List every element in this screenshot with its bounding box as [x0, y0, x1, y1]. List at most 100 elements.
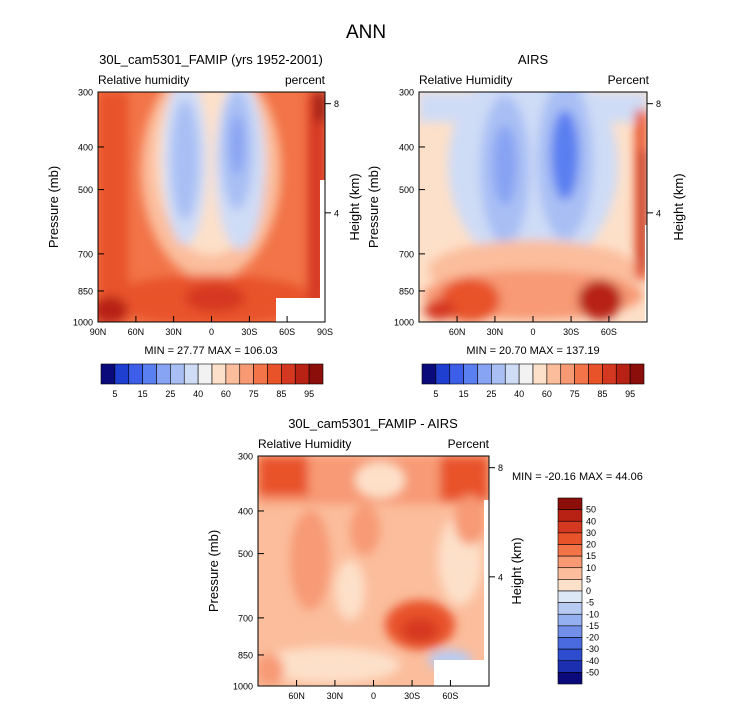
y-tick-label: 850: [399, 286, 414, 296]
panel-obs-title: AIRS: [518, 52, 549, 67]
y-tick-label: 850: [238, 650, 253, 660]
panel-model-ylabel-right: Height (km): [347, 173, 362, 240]
y-tick-label: 1000: [394, 318, 414, 328]
panel-diff-field: [258, 456, 489, 686]
colorbar-label: 75: [570, 389, 580, 399]
colorbar-swatch: [197, 363, 213, 385]
colorbar-label: 5: [112, 389, 117, 399]
panel-model-colorbar: 5 15 25 40 60 75 85 95: [100, 363, 324, 399]
colorbar-label: 85: [276, 389, 286, 399]
colorbar-swatch: [294, 363, 310, 385]
colorbar-label: -30: [586, 644, 599, 654]
colorbar-swatch: [114, 363, 130, 385]
colorbar-label: -10: [586, 609, 599, 619]
x-tick-label: 0: [209, 327, 214, 337]
colorbar-label: 15: [459, 389, 469, 399]
y-tick-label: 300: [399, 88, 414, 98]
colorbar-swatch: [557, 567, 583, 580]
colorbar-swatch: [463, 363, 478, 385]
colorbar-swatch: [557, 555, 583, 569]
colorbar-swatch: [504, 363, 520, 385]
y-right-tick-label: 4: [656, 208, 661, 218]
colorbar-swatch: [170, 363, 185, 385]
y-tick-label: 400: [78, 142, 93, 152]
panel-model-field: [98, 92, 325, 322]
colorbar-swatch: [225, 363, 241, 385]
colorbar-label: 25: [165, 389, 175, 399]
panel-model-stats: MIN = 27.77 MAX = 106.03: [144, 345, 277, 357]
colorbar-swatch: [557, 532, 583, 545]
colorbar-swatch: [532, 363, 548, 385]
y-right-tick-label: 4: [334, 208, 339, 218]
y-tick-label: 500: [399, 185, 414, 195]
colorbar-swatch: [557, 648, 583, 662]
colorbar-swatch: [421, 363, 437, 385]
colorbar-label: 40: [586, 516, 596, 526]
colorbar-swatch: [557, 660, 583, 673]
panel-diff-ylabel: Pressure (mb): [206, 530, 221, 612]
colorbar-swatch: [183, 363, 199, 385]
colorbar-swatch: [557, 625, 583, 638]
x-tick-label: 30S: [563, 327, 579, 337]
y-tick-label: 300: [238, 452, 253, 462]
colorbar-swatch: [557, 509, 583, 522]
panel-obs-right-label: Percent: [608, 73, 650, 87]
colorbar-swatch: [615, 363, 631, 385]
colorbar-label: 85: [597, 389, 607, 399]
panel-diff-stats: MIN = -20.16 MAX = 44.06: [512, 471, 643, 483]
colorbar-label: -40: [586, 656, 599, 666]
y-right-tick-label: 8: [334, 99, 339, 109]
y-tick-label: 700: [399, 249, 414, 259]
colorbar-swatch: [557, 497, 583, 510]
colorbar-swatch: [557, 613, 583, 627]
panel-diff: 30L_cam5301_FAMIP - AIRS Relative Humidi…: [206, 416, 643, 701]
panel-obs-left-label: Relative Humidity: [419, 73, 512, 87]
colorbar-label: 75: [249, 389, 259, 399]
panel-model-right-label: percent: [285, 73, 326, 87]
panel-diff-left-label: Relative Humidity: [258, 437, 351, 451]
colorbar-swatch: [128, 363, 143, 385]
x-tick-label: 30S: [241, 327, 257, 337]
colorbar-label: 60: [221, 389, 231, 399]
colorbar-swatch: [574, 363, 589, 385]
colorbar-swatch: [100, 363, 116, 385]
panel-obs-ylabel-right: Height (km): [671, 173, 686, 240]
y-tick-label: 500: [78, 185, 93, 195]
colorbar-swatch: [560, 363, 575, 385]
panel-obs-stats: MIN = 20.70 MAX = 137.19: [466, 345, 599, 357]
panel-diff-title: 30L_cam5301_FAMIP - AIRS: [288, 416, 458, 431]
colorbar-label: 0: [586, 586, 591, 596]
colorbar-label: 5: [433, 389, 438, 399]
x-tick-label: 30N: [327, 691, 344, 701]
colorbar-swatch: [239, 363, 254, 385]
colorbar-label: 60: [542, 389, 552, 399]
colorbar-swatch: [557, 590, 583, 603]
x-tick-label: 0: [371, 691, 376, 701]
panel-obs: AIRS Relative Humidity Percent: [366, 52, 686, 399]
colorbar-label: 40: [514, 389, 524, 399]
y-right-tick-label: 4: [498, 572, 503, 582]
panel-diff-ylabel-right: Height (km): [509, 537, 524, 604]
y-tick-label: 700: [78, 249, 93, 259]
y-tick-label: 700: [238, 613, 253, 623]
panel-model-title: 30L_cam5301_FAMIP (yrs 1952-2001): [99, 52, 323, 67]
panel-diff-right-label: Percent: [448, 437, 490, 451]
colorbar-label: 5: [586, 574, 591, 584]
figure-title: ANN: [346, 22, 386, 43]
colorbar-swatch: [281, 363, 296, 385]
colorbar-label: 95: [304, 389, 314, 399]
colorbar-swatch: [156, 363, 171, 385]
x-tick-label: 30N: [165, 327, 182, 337]
y-tick-label: 1000: [73, 318, 93, 328]
y-right-tick-label: 8: [656, 99, 661, 109]
colorbar-swatch: [557, 672, 583, 685]
x-tick-label: 60N: [128, 327, 145, 337]
x-tick-label: 60S: [442, 691, 458, 701]
colorbar-label: 15: [138, 389, 148, 399]
y-tick-label: 400: [399, 142, 414, 152]
y-tick-label: 300: [78, 88, 93, 98]
colorbar-label: 50: [586, 505, 596, 515]
colorbar-swatch: [557, 544, 583, 557]
colorbar-label: -20: [586, 633, 599, 643]
